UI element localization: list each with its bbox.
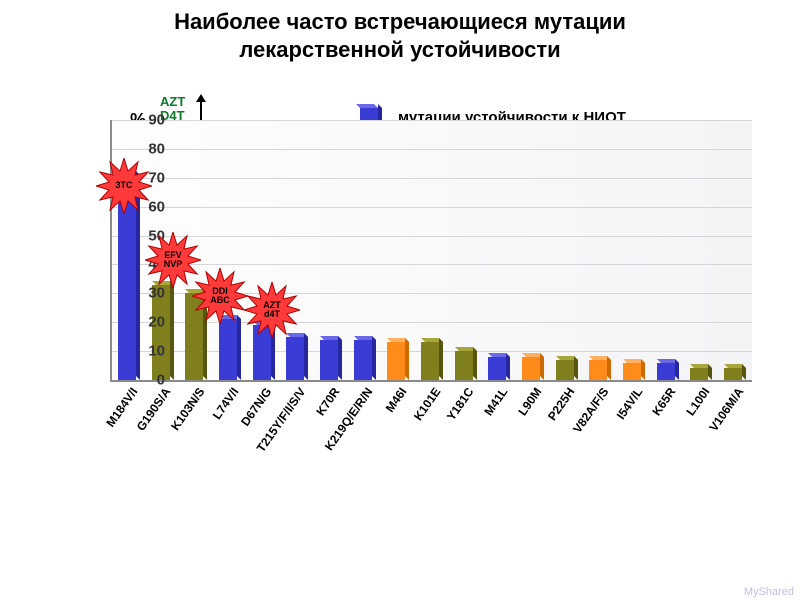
bar (690, 368, 708, 380)
bar (488, 357, 506, 380)
bar-side-face (607, 356, 611, 380)
bar-slot (548, 120, 582, 380)
bar-slot (245, 120, 279, 380)
star-3tc: 3TC (96, 158, 152, 214)
bar-side-face (338, 336, 342, 380)
bar-slot (379, 120, 413, 380)
starburst-label: EFV NVP (164, 251, 183, 270)
x-tick-label: M41L (481, 385, 510, 418)
x-tick-label: I54V/L (613, 385, 645, 422)
drug-label-azt: AZT (160, 95, 185, 109)
watermark: MyShared (744, 586, 794, 598)
bar-top-face (522, 353, 544, 357)
bar-side-face (304, 333, 308, 380)
bar (522, 357, 540, 380)
y-tick-label: 0 (125, 372, 165, 389)
bar-slot (346, 120, 380, 380)
bar (556, 360, 574, 380)
starburst-label: AZT d4T (263, 301, 281, 320)
bar-slot (481, 120, 515, 380)
bar-side-face (574, 356, 578, 380)
x-tick-label: L74V/I (209, 385, 241, 422)
bar-top-face (657, 359, 679, 363)
bar-top-face (724, 364, 746, 368)
bar-side-face (237, 315, 241, 380)
bar-slot (278, 120, 312, 380)
bar-top-face (455, 347, 477, 351)
bar (387, 342, 405, 380)
y-tick-label: 20 (125, 314, 165, 331)
x-tick-label: L100I (684, 385, 713, 418)
bar-side-face (405, 338, 409, 380)
bar-side-face (675, 359, 679, 380)
bar-slot (582, 120, 616, 380)
bar (286, 337, 304, 380)
bar-top-face (488, 353, 510, 357)
bar (421, 342, 439, 380)
bar-side-face (641, 359, 645, 380)
bar (219, 319, 237, 380)
bar-side-face (473, 347, 477, 380)
x-tick-label: K65R (650, 385, 679, 418)
bar-top-face (690, 364, 712, 368)
bar-slot (514, 120, 548, 380)
bars-container: M184V/IG190S/AK103N/SL74V/ID67N/GT215Y/F… (110, 120, 750, 380)
bar-slot (211, 120, 245, 380)
x-tick-label: P225H (545, 385, 578, 423)
star-azt-d4t: AZT d4T (244, 282, 300, 338)
title-line-2: лекарственной устойчивости (239, 37, 560, 62)
bar-slot (312, 120, 346, 380)
bar-top-face (354, 336, 376, 340)
bar-slot (649, 120, 683, 380)
x-tick-label: D67N/G (238, 385, 274, 429)
y-tick-label: 10 (125, 343, 165, 360)
bar-slot (447, 120, 481, 380)
bar-side-face (170, 281, 174, 380)
bar-top-face (589, 356, 611, 360)
bar (724, 368, 742, 380)
x-tick-label: K101E (411, 385, 444, 423)
bar (657, 363, 675, 380)
x-tick-label: K103N/S (168, 385, 207, 433)
bar-top-face (320, 336, 342, 340)
y-tick-label: 90 (125, 112, 165, 129)
starburst-label: DDI ABC (210, 287, 230, 306)
bar-top-face (421, 338, 443, 342)
bar-side-face (439, 338, 443, 380)
title-line-1: Наиболее часто встречающиеся мутации (174, 9, 626, 34)
bar-side-face (742, 364, 746, 380)
x-tick-label: Y181C (444, 385, 477, 423)
bar (354, 340, 372, 380)
bar-side-face (708, 364, 712, 380)
bar-top-face (387, 338, 409, 342)
bar (623, 363, 641, 380)
bar-slot (716, 120, 750, 380)
x-tick-label: K70R (313, 385, 342, 418)
bar-side-face (540, 353, 544, 380)
bar-slot (683, 120, 717, 380)
bar-side-face (372, 336, 376, 380)
bar-slot (413, 120, 447, 380)
bar-top-face (556, 356, 578, 360)
chart-title: Наиболее часто встречающиеся мутации лек… (0, 8, 800, 63)
bar (455, 351, 473, 380)
x-tick-label: M46I (383, 385, 410, 415)
y-tick-label: 80 (125, 140, 165, 157)
starburst-label: 3TC (115, 181, 132, 190)
bar (320, 340, 338, 380)
bar (589, 360, 607, 380)
star-ddi-abc: DDI ABC (192, 268, 248, 324)
bar-top-face (623, 359, 645, 363)
bar-side-face (506, 353, 510, 380)
x-tick-label: L90M (515, 385, 544, 418)
bar-slot (615, 120, 649, 380)
